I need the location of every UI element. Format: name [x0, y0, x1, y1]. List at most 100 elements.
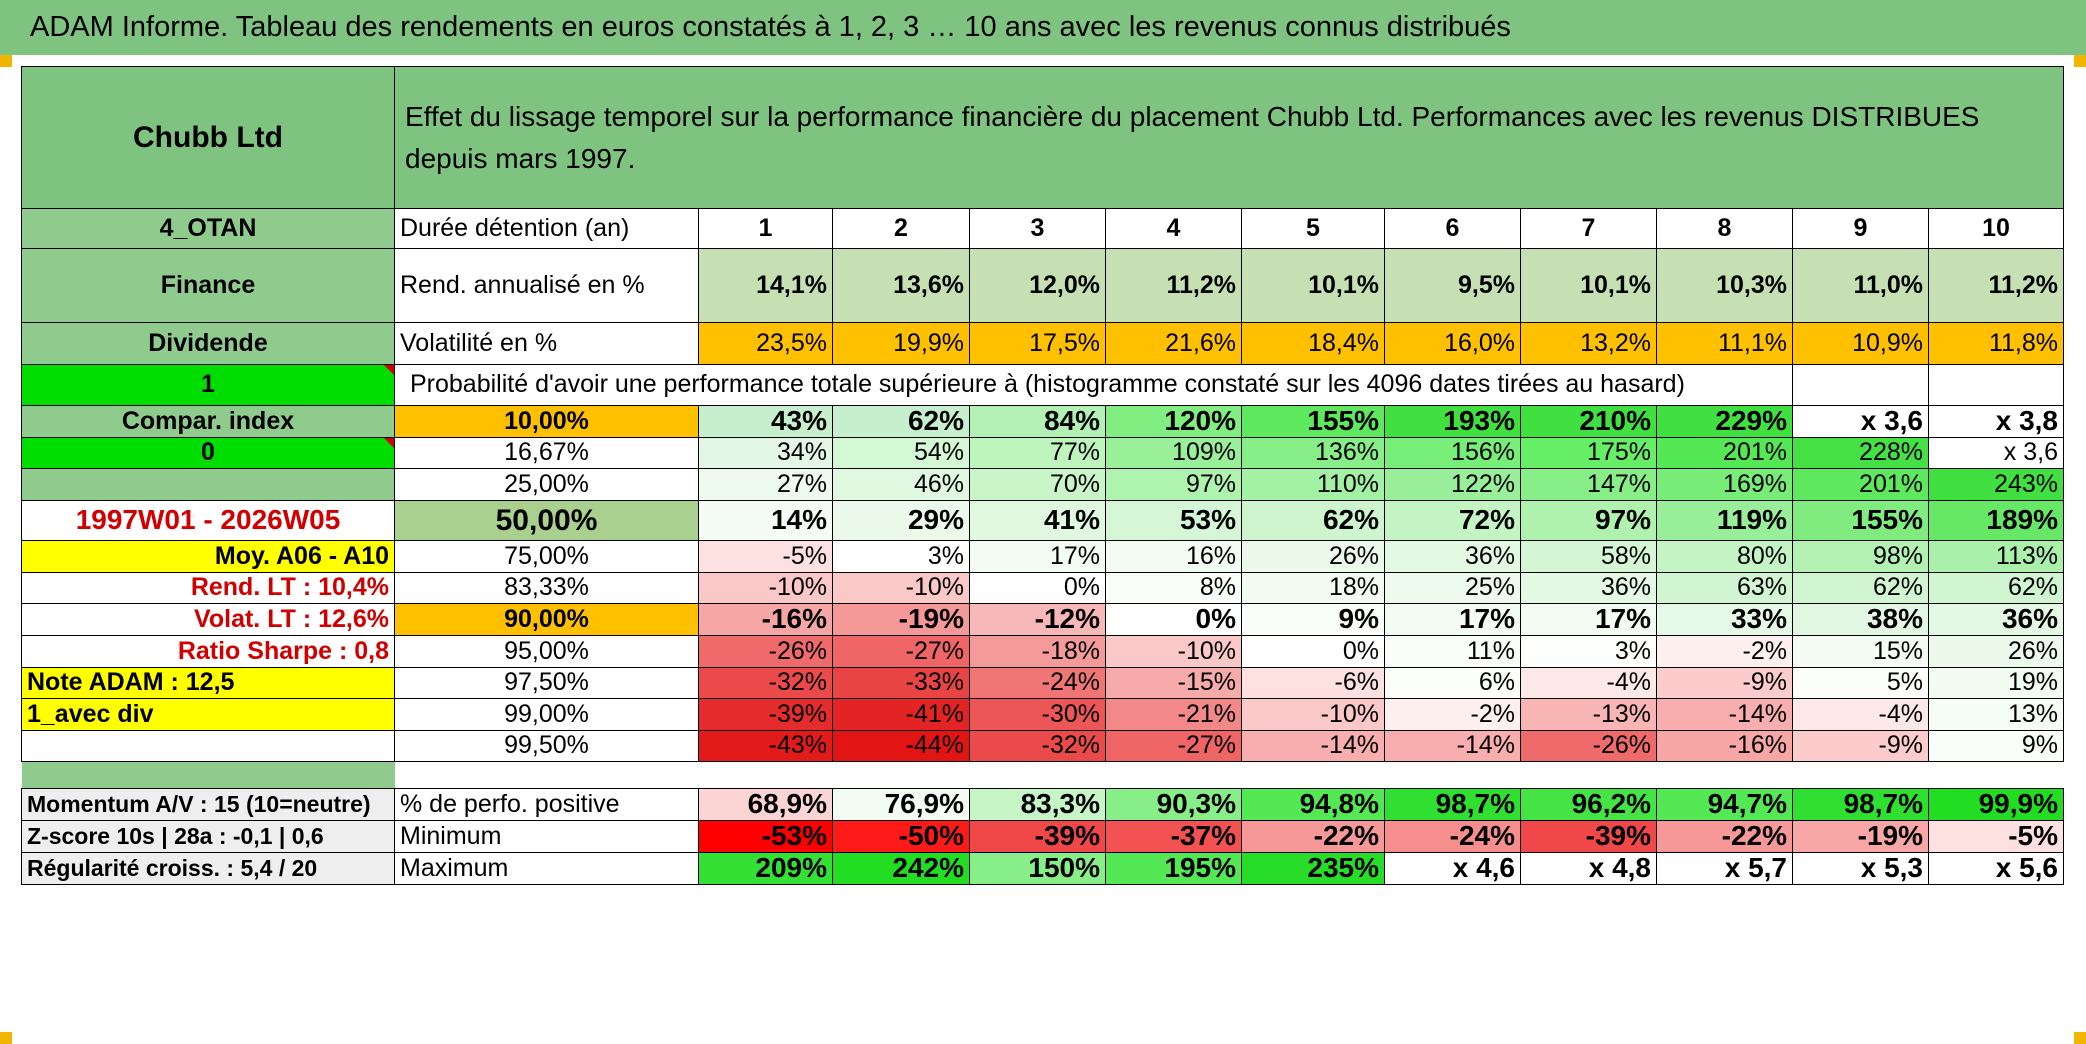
proba-value: 155%: [1792, 499, 1929, 541]
volat-value: 18,4%: [1241, 322, 1385, 365]
proba-value: 119%: [1656, 499, 1793, 541]
probability-threshold: 10,00%: [394, 405, 699, 438]
maximum-value: 235%: [1241, 851, 1385, 885]
proba-value: 175%: [1520, 436, 1657, 470]
positive-value: 83,3%: [969, 788, 1106, 822]
proba-value: -27%: [832, 634, 970, 668]
proba-value: -33%: [832, 666, 970, 700]
maximum-value: x 5,7: [1656, 851, 1793, 885]
rend-value: 11,0%: [1792, 248, 1929, 323]
positive-value: 98,7%: [1384, 788, 1521, 822]
proba-value: -32%: [698, 666, 833, 700]
proba-value: 25%: [1384, 571, 1521, 605]
momentum-label: Momentum A/V : 15 (10=neutre): [21, 788, 395, 822]
proba-value: 77%: [969, 436, 1106, 470]
rend-value: 12,0%: [969, 248, 1106, 323]
proba-value: 63%: [1656, 571, 1793, 605]
regularite-label: Régularité croiss. : 5,4 / 20: [21, 851, 395, 885]
proba-value: -10%: [1241, 698, 1385, 731]
maximum-value: x 4,6: [1384, 851, 1521, 885]
proba-value: -12%: [969, 603, 1106, 636]
volat-value: 23,5%: [698, 322, 833, 365]
proba-value: 0%: [1241, 634, 1385, 668]
report-title: ADAM Informe. Tableau des rendements en …: [0, 0, 2086, 55]
div-label: 1_avec div: [21, 698, 395, 731]
minimum-value: -53%: [698, 820, 833, 853]
proba-value: -19%: [832, 603, 970, 636]
positive-value: 98,7%: [1792, 788, 1929, 822]
volat-value: 16,0%: [1384, 322, 1521, 365]
probability-threshold: 16,67%: [394, 436, 699, 470]
proba-value: 53%: [1105, 499, 1242, 541]
proba-value: 29%: [832, 499, 970, 541]
proba-value: 70%: [969, 468, 1106, 501]
probability-threshold: 90,00%: [394, 603, 699, 636]
rend-value: 11,2%: [1928, 248, 2064, 323]
proba-value: 54%: [832, 436, 970, 470]
proba-value: -24%: [969, 666, 1106, 700]
proba-value: 120%: [1105, 405, 1242, 438]
minimum-value: -37%: [1105, 820, 1242, 853]
proba-value: -5%: [698, 539, 833, 573]
performance-table: Chubb Ltd Effet du lissage temporel sur …: [21, 66, 2064, 885]
probability-threshold: 25,00%: [394, 468, 699, 501]
proba-value: 14%: [698, 499, 833, 541]
proba-value: 6%: [1384, 666, 1521, 700]
maximum-label: Maximum: [394, 851, 699, 885]
proba-value: 243%: [1928, 468, 2064, 501]
corner-mark-top-left: [0, 55, 12, 67]
proba-value: -14%: [1241, 729, 1385, 763]
corner-mark-bottom-left: [0, 1032, 12, 1044]
corner-mark-top-right: [2074, 55, 2086, 67]
proba-value: 43%: [698, 405, 833, 438]
proba-value: 9%: [1928, 729, 2064, 763]
proba-value: -41%: [832, 698, 970, 731]
proba-value: -16%: [1656, 729, 1793, 763]
proba-value: 109%: [1105, 436, 1242, 470]
volat-label: Volatilité en %: [394, 322, 699, 365]
proba-value: 229%: [1656, 405, 1793, 438]
proba-value: 8%: [1105, 571, 1242, 605]
maximum-value: 242%: [832, 851, 970, 885]
proba-value: 9%: [1241, 603, 1385, 636]
proba-value: 19%: [1928, 666, 2064, 700]
proba-value: 16%: [1105, 539, 1242, 573]
sector-label: Finance: [21, 248, 395, 323]
proba-value: 80%: [1656, 539, 1793, 573]
probability-threshold: 83,33%: [394, 571, 699, 605]
maximum-value: 195%: [1105, 851, 1242, 885]
empty-cell: [21, 729, 395, 763]
left-margin: [0, 55, 20, 1044]
minimum-value: -50%: [832, 820, 970, 853]
spacer-cell: [21, 761, 395, 789]
proba-value: 17%: [1384, 603, 1521, 636]
minimum-value: -22%: [1241, 820, 1385, 853]
volat-value: 10,9%: [1792, 322, 1929, 365]
proba-value: 113%: [1928, 539, 2064, 573]
proba-value: 3%: [832, 539, 970, 573]
year-header: 4: [1105, 208, 1242, 249]
moy-label: Moy. A06 - A10: [21, 539, 395, 573]
proba-value: 62%: [1241, 499, 1385, 541]
corner-mark-bottom-right: [2074, 1032, 2086, 1044]
proba-value: -10%: [832, 571, 970, 605]
positive-value: 76,9%: [832, 788, 970, 822]
proba-value: 0%: [969, 571, 1106, 605]
probability-threshold: 95,00%: [394, 634, 699, 668]
probability-threshold: 75,00%: [394, 539, 699, 573]
proba-value: -9%: [1656, 666, 1793, 700]
proba-value: 36%: [1384, 539, 1521, 573]
year-header: 9: [1792, 208, 1929, 249]
positive-value: 99,9%: [1928, 788, 2064, 822]
zscore-label: Z-score 10s | 28a : -0,1 | 0,6: [21, 820, 395, 853]
year-header: 5: [1241, 208, 1385, 249]
proba-value: 155%: [1241, 405, 1385, 438]
empty-cell: [1792, 364, 1929, 406]
company-name: Chubb Ltd: [21, 66, 395, 209]
maximum-value: 209%: [698, 851, 833, 885]
proba-value: 0%: [1105, 603, 1242, 636]
right-margin: [2066, 55, 2086, 1044]
table-description: Effet du lissage temporel sur la perform…: [394, 66, 2064, 209]
positive-value: 94,8%: [1241, 788, 1385, 822]
proba-value: 201%: [1792, 468, 1929, 501]
